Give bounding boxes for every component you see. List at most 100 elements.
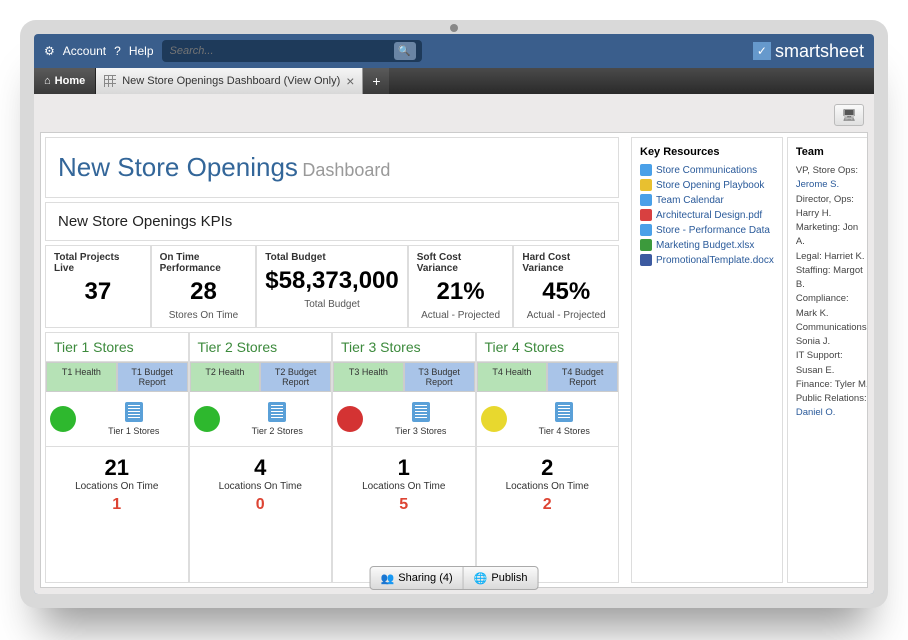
- close-tab-icon[interactable]: ×: [346, 73, 354, 89]
- screen: ⚙ Account ? Help 🔍 ✓ smartsheet ⌂ Home N…: [34, 34, 874, 594]
- tier-health-tab[interactable]: T1 Health: [46, 362, 117, 392]
- tier-ontime-label: Locations On Time: [481, 481, 615, 492]
- kpi-sub: Actual - Projected: [522, 310, 610, 321]
- team-member-name: Tyler M.: [835, 379, 868, 390]
- document-tab[interactable]: New Store Openings Dashboard (View Only)…: [96, 68, 363, 94]
- kpi-card: Soft Cost Variance 21% Actual - Projecte…: [408, 245, 514, 328]
- kpi-label: Hard Cost Variance: [522, 252, 610, 274]
- tier-budget-tab[interactable]: T2 Budget Report: [260, 362, 331, 392]
- health-dot-icon: [337, 406, 363, 432]
- tier-title: Tier 2 Stores: [190, 333, 332, 362]
- monitor-frame: ⚙ Account ? Help 🔍 ✓ smartsheet ⌂ Home N…: [20, 20, 888, 608]
- kpi-value: 37: [54, 278, 142, 306]
- team-member: Director, Ops: Harry H.: [796, 193, 868, 222]
- sheet-icon: [125, 402, 143, 422]
- team-member: Public Relations: Daniel O.: [796, 392, 868, 421]
- add-tab-button[interactable]: +: [363, 68, 389, 94]
- publish-button[interactable]: 🌐 Publish: [464, 567, 538, 589]
- tier-ontime-value: 21: [50, 455, 184, 481]
- tier-title: Tier 3 Stores: [333, 333, 475, 362]
- file-icon: [640, 254, 652, 266]
- tier-tabs: T2 Health T2 Budget Report: [190, 362, 332, 392]
- title-card: New Store Openings Dashboard: [45, 137, 619, 198]
- tier-stat: 2 Locations On Time 2: [477, 446, 619, 514]
- health-dot-icon: [50, 406, 76, 432]
- view-mode-button[interactable]: 🖥: [834, 104, 864, 126]
- tier-card: Tier 3 Stores T3 Health T3 Budget Report…: [332, 332, 476, 583]
- help-icon[interactable]: ?: [114, 44, 121, 58]
- kpi-row: Total Projects Live 37 On Time Performan…: [45, 245, 619, 328]
- team-member-name: Harry H.: [796, 208, 831, 219]
- tier-sheet-link[interactable]: Tier 1 Stores: [84, 402, 184, 436]
- resource-link[interactable]: Marketing Budget.xlsx: [640, 239, 774, 251]
- team-member: Marketing: Jon A.: [796, 221, 868, 250]
- team-card: Team VP, Store Ops: Jerome S.Director, O…: [787, 137, 868, 583]
- tier-ontime-value: 2: [481, 455, 615, 481]
- kpi-sub: Actual - Projected: [417, 310, 505, 321]
- page-title: New Store Openings: [58, 152, 298, 182]
- tier-body: Tier 4 Stores: [477, 392, 619, 446]
- team-member: Communications: Sonia J.: [796, 321, 868, 350]
- team-member: Staffing: Margot B.: [796, 264, 868, 293]
- tier-budget-tab[interactable]: T4 Budget Report: [547, 362, 618, 392]
- kpi-sub: Total Budget: [265, 299, 398, 310]
- resource-link[interactable]: PromotionalTemplate.docx: [640, 254, 774, 266]
- file-icon: [640, 179, 652, 191]
- tier-sheet-link[interactable]: Tier 4 Stores: [515, 402, 615, 436]
- users-icon: 👥: [381, 572, 395, 585]
- globe-icon: 🌐: [474, 572, 488, 585]
- resource-link[interactable]: Team Calendar: [640, 194, 774, 206]
- resource-link[interactable]: Store Communications: [640, 164, 774, 176]
- tier-sheet-link[interactable]: Tier 2 Stores: [228, 402, 328, 436]
- sheet-icon: [555, 402, 573, 422]
- sharing-button[interactable]: 👥 Sharing (4): [371, 567, 464, 589]
- tier-late-value: 0: [194, 496, 328, 514]
- kpi-label: Soft Cost Variance: [417, 252, 505, 274]
- sheet-icon: [412, 402, 430, 422]
- tier-stat: 1 Locations On Time 5: [333, 446, 475, 514]
- account-link[interactable]: Account: [63, 44, 106, 58]
- team-title: Team: [796, 146, 868, 158]
- kpi-value: 45%: [522, 278, 610, 306]
- gear-icon[interactable]: ⚙: [44, 44, 55, 58]
- tier-budget-tab[interactable]: T3 Budget Report: [404, 362, 475, 392]
- dashboard: New Store Openings Dashboard New Store O…: [40, 132, 868, 588]
- resource-link[interactable]: Architectural Design.pdf: [640, 209, 774, 221]
- tier-ontime-label: Locations On Time: [337, 481, 471, 492]
- kpi-sub: Stores On Time: [160, 310, 248, 321]
- kpi-label: Total Projects Live: [54, 252, 142, 274]
- tier-health-tab[interactable]: T3 Health: [333, 362, 404, 392]
- kpi-value: 21%: [417, 278, 505, 306]
- home-tab[interactable]: ⌂ Home: [34, 68, 96, 94]
- team-member: Legal: Harriet K.: [796, 250, 868, 264]
- file-icon: [640, 209, 652, 221]
- tier-sheet-link[interactable]: Tier 3 Stores: [371, 402, 471, 436]
- team-member: VP, Store Ops: Jerome S.: [796, 164, 868, 193]
- kpi-card: Hard Cost Variance 45% Actual - Projecte…: [513, 245, 619, 328]
- resource-link[interactable]: Store Opening Playbook: [640, 179, 774, 191]
- camera-dot: [450, 24, 458, 32]
- team-member-name[interactable]: Daniel O.: [796, 407, 836, 418]
- search-input[interactable]: [170, 45, 390, 57]
- health-dot-icon: [194, 406, 220, 432]
- tier-card: Tier 2 Stores T2 Health T2 Budget Report…: [189, 332, 333, 583]
- resource-link[interactable]: Store - Performance Data: [640, 224, 774, 236]
- tier-health-tab[interactable]: T4 Health: [477, 362, 548, 392]
- search-box[interactable]: 🔍: [162, 40, 422, 62]
- team-member-name: Mark K.: [796, 308, 829, 319]
- help-link[interactable]: Help: [129, 44, 154, 58]
- search-button[interactable]: 🔍: [394, 42, 416, 60]
- team-member-name[interactable]: Jerome S.: [796, 179, 839, 190]
- tier-health-tab[interactable]: T2 Health: [190, 362, 261, 392]
- team-member-name: Susan E.: [796, 365, 835, 376]
- tier-ontime-label: Locations On Time: [194, 481, 328, 492]
- kpi-value: 28: [160, 278, 248, 306]
- page-subtitle: Dashboard: [302, 160, 390, 180]
- tier-title: Tier 4 Stores: [477, 333, 619, 362]
- file-icon: [640, 194, 652, 206]
- side-column: Key Resources Store CommunicationsStore …: [627, 133, 867, 587]
- tier-title: Tier 1 Stores: [46, 333, 188, 362]
- tier-tabs: T4 Health T4 Budget Report: [477, 362, 619, 392]
- tab-bar: ⌂ Home New Store Openings Dashboard (Vie…: [34, 68, 874, 94]
- tier-budget-tab[interactable]: T1 Budget Report: [117, 362, 188, 392]
